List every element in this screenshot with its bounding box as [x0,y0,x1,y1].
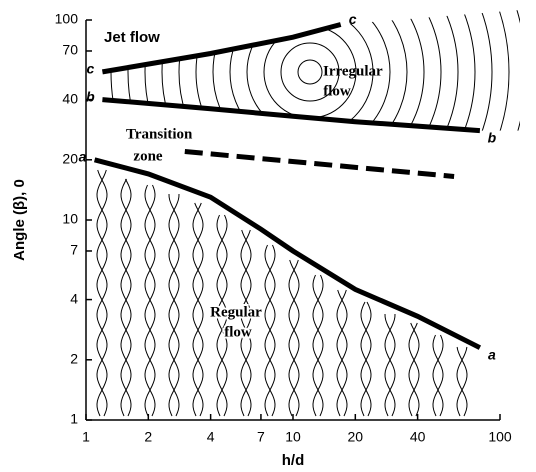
boundary-line [102,97,481,134]
region-label: Irregular [323,63,383,79]
x-axis-label: h/d [282,452,305,469]
y-tick-label: 2 [70,350,78,366]
curve-label: a [79,148,87,164]
y-tick-label: 20 [62,150,78,166]
y-tick-label: 40 [62,90,78,106]
curve-label: b [488,129,497,145]
x-tick-label: 7 [257,429,265,445]
arc [246,10,374,131]
y-tick-label: 10 [62,211,78,227]
arc [229,10,391,131]
y-tick-label: 70 [62,42,78,58]
region-label: Regular [210,304,262,320]
wave [432,334,444,417]
wave [264,244,276,417]
wave [360,301,372,417]
wave [96,169,108,417]
region-label: flow [323,83,351,99]
region-label: flow [224,324,252,340]
arc [195,10,425,131]
wave [312,274,324,417]
wave [120,178,132,417]
decoration [96,10,521,417]
wave [96,169,108,417]
wave [168,193,180,417]
x-tick-label: 2 [144,429,152,445]
x-tick-label: 4 [207,429,215,445]
wave [384,313,396,417]
wave [360,301,372,417]
arc [297,59,323,85]
wave [456,346,468,417]
arc [161,10,459,131]
region-label: Jet flow [104,29,160,46]
wave [336,289,348,417]
curve-label: c [86,61,94,77]
wave [216,214,228,417]
y-tick-label: 4 [70,290,78,306]
wave [288,259,300,417]
wave [120,178,132,417]
wave [408,322,420,417]
wave [144,184,156,417]
wave [384,313,396,417]
x-tick-label: 100 [488,429,512,445]
y-tick-label: 7 [70,242,78,258]
arc [212,10,408,131]
wave [408,322,420,417]
arc [178,10,442,131]
x-tick-label: 10 [285,429,301,445]
x-tick-label: 40 [410,429,426,445]
wave [216,214,228,417]
wave [432,334,444,417]
wave [192,202,204,417]
arc [127,10,493,131]
curve-label: b [86,88,95,104]
wave [312,274,324,417]
arcs [102,10,521,131]
arc [144,10,476,131]
region-label: Transition [126,126,193,142]
wave [168,193,180,417]
wave [336,289,348,417]
curve-label: a [488,346,496,362]
wave [240,229,252,417]
y-tick-label: 1 [70,411,78,427]
curve-label: c [349,11,357,27]
x-tick-label: 20 [348,429,364,445]
boundary-line [184,149,455,179]
x-tick-label: 1 [82,429,90,445]
wave [240,229,252,417]
boundary-line [101,22,342,75]
y-axis-label: Angle (β), 0 [11,179,28,261]
wave [192,202,204,417]
boundary-line [93,157,482,350]
region-label: zone [133,148,163,164]
wave [456,346,468,417]
arc [280,42,340,102]
y-tick-label: 100 [55,11,79,27]
